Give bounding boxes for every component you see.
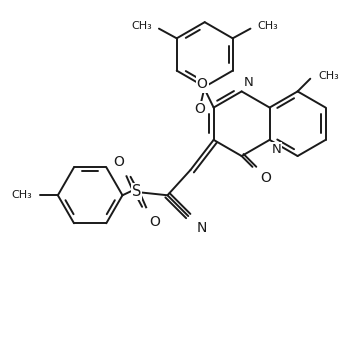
- Text: CH₃: CH₃: [11, 190, 32, 200]
- Text: O: O: [195, 102, 206, 117]
- Text: O: O: [113, 155, 124, 169]
- Text: CH₃: CH₃: [318, 72, 339, 81]
- Text: S: S: [132, 184, 141, 199]
- Text: CH₃: CH₃: [257, 21, 278, 31]
- Text: N: N: [272, 143, 281, 156]
- Text: N: N: [196, 221, 207, 235]
- Text: O: O: [149, 215, 160, 229]
- Text: CH₃: CH₃: [131, 21, 152, 31]
- Text: O: O: [197, 77, 207, 91]
- Text: N: N: [244, 76, 253, 89]
- Text: O: O: [260, 171, 271, 185]
